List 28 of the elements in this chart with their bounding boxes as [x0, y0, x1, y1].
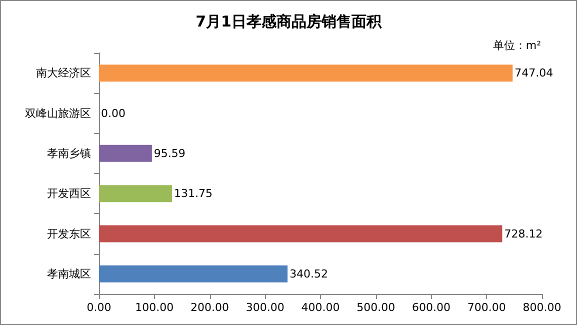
x-tick-label: 0.00 [86, 301, 112, 314]
y-tick-label: 双峰山旅游区 [25, 106, 91, 120]
data-label: 340.52 [290, 267, 328, 280]
data-label: 728.12 [504, 227, 543, 240]
bar [99, 64, 513, 82]
y-tick-label: 南大经济区 [36, 66, 91, 80]
bar [99, 265, 288, 282]
x-tick-label: 200.00 [190, 301, 229, 314]
data-label: 0.00 [101, 106, 126, 120]
data-label: 95.59 [154, 146, 186, 160]
data-label: 747.04 [514, 66, 554, 80]
x-tick-label: 300.00 [246, 301, 284, 314]
bar [99, 144, 152, 162]
bar [99, 185, 172, 202]
x-tick-label: 700.00 [467, 301, 506, 314]
y-tick-label: 开发西区 [47, 187, 91, 200]
x-tick-label: 600.00 [412, 301, 450, 314]
y-tick-label: 孝南乡镇 [47, 146, 91, 160]
chart-subtitle: 单位：m² [492, 39, 541, 52]
y-tick-label: 孝南城区 [47, 267, 91, 280]
x-tick-label: 800.00 [522, 301, 562, 314]
x-tick-label: 100.00 [135, 301, 174, 314]
bar [99, 225, 502, 242]
chart-title: 7月1日孝感商品房销售面积 [196, 12, 382, 30]
x-tick-label: 400.00 [301, 301, 340, 314]
data-label: 131.75 [174, 187, 212, 200]
y-tick-label: 开发东区 [47, 227, 91, 240]
x-tick-label: 500.00 [356, 301, 396, 314]
